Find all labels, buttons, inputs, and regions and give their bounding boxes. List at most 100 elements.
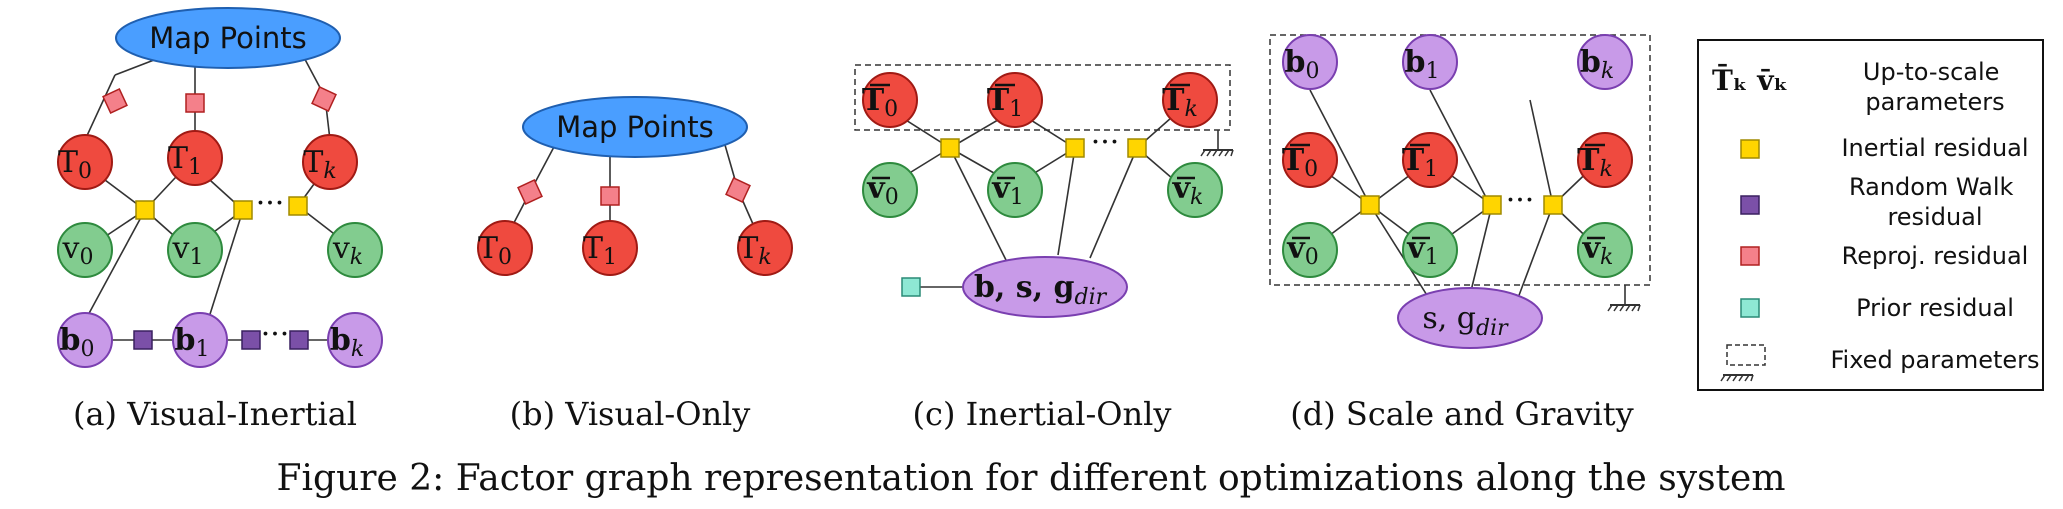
reproj-residual-factor: [517, 179, 543, 205]
legend-up-to-scale-label: Up-to-scale parameters: [1863, 58, 2007, 116]
bias-node-bk-label: bk: [1580, 45, 1614, 84]
pose-node-T1-label: T1: [168, 141, 202, 180]
fixed-ground-symbol: [1607, 304, 1641, 312]
pose-node-Tk-label: Tk: [738, 231, 771, 270]
pose-node-T0-label: T0: [478, 231, 512, 270]
velocity-node-v1-label: v1: [991, 171, 1023, 210]
pose-node-T0-fixed: [862, 72, 918, 128]
bias-node-b0: [57, 312, 113, 368]
pose-node-Tk-label: Tk: [1162, 83, 1198, 122]
pose-node-T1: [582, 220, 638, 276]
legend: T̄ₖ v̄ₖ Up-to-scale parameters Inertial …: [1697, 39, 2044, 391]
bias-node-bk: [1577, 34, 1633, 90]
pose-node-Tk: [737, 220, 793, 276]
legend-prior-label: Prior residual: [1856, 294, 2014, 322]
velocity-node-v0: [1282, 222, 1338, 278]
panel-b-visual-only: Map Points T0 T1 Tk (b) Visual-Only: [477, 96, 793, 433]
legend-prior-swatch: [1740, 298, 1760, 318]
pose-node-T0-label: T0: [862, 83, 898, 122]
legend-fixed-label: Fixed parameters: [1830, 346, 2039, 374]
legend-random-walk-swatch: [1740, 195, 1760, 215]
inertial-residual-factor: [1482, 195, 1502, 215]
pose-node-T1-fixed: [987, 72, 1043, 128]
panel-c-caption: (c) Inertial-Only: [913, 395, 1172, 433]
legend-up-to-scale-symbols: T̄ₖ v̄ₖ: [1712, 63, 1788, 97]
prior-residual-factor: [901, 277, 921, 297]
pose-node-T0: [57, 134, 113, 190]
legend-reproj-label: Reproj. residual: [1842, 242, 2029, 270]
velocity-node-v1: [1402, 222, 1458, 278]
bias-node-b0: [1282, 34, 1338, 90]
velocity-node-v0-label: v0: [1286, 231, 1318, 270]
pose-node-Tk: [302, 134, 358, 190]
bias-node-b1: [172, 312, 228, 368]
random-walk-residual-factor: [241, 330, 261, 350]
reproj-residual-factor: [311, 86, 337, 112]
inertial-residual-factor: [940, 138, 960, 158]
inertial-residual-factor: [288, 196, 308, 216]
pose-node-T0-label: T0: [58, 145, 92, 184]
velocity-node-v0: [57, 222, 113, 278]
velocity-node-vk-label: vk: [1172, 171, 1204, 210]
map-points-label: Map Points: [556, 110, 714, 144]
bias-node-b1-label: b1: [175, 323, 210, 362]
panel-d-caption: (d) Scale and Gravity: [1290, 395, 1633, 433]
map-points-node: [522, 96, 748, 158]
velocity-node-vk: [327, 222, 383, 278]
map-points-label: Map Points: [149, 21, 307, 55]
legend-fixed-swatch: [1726, 344, 1766, 366]
ellipsis: ···: [261, 317, 290, 352]
pose-node-Tk-label: Tk: [303, 145, 336, 184]
velocity-node-vk-label: vk: [1582, 231, 1614, 270]
legend-inertial-swatch: [1740, 139, 1760, 159]
ellipsis: ···: [1506, 183, 1535, 218]
legend-random-walk-label: Random Walk residual: [1849, 173, 2021, 231]
legend-inertial-label: Inertial residual: [1841, 134, 2028, 162]
velocity-node-vk: [1577, 222, 1633, 278]
velocity-node-v1: [987, 162, 1043, 218]
velocity-node-v1: [167, 222, 223, 278]
bias-node-b0-label: b0: [1285, 45, 1320, 84]
velocity-node-v1-label: v1: [1406, 231, 1438, 270]
map-points-node: [115, 7, 341, 69]
ellipsis: ···: [1091, 125, 1120, 160]
figure-caption: Figure 2: Factor graph representation fo…: [277, 458, 1786, 499]
pose-node-Tk-fixed: [1162, 72, 1218, 128]
velocity-node-vk-label: vk: [332, 231, 363, 270]
inertial-residual-factor: [1127, 138, 1147, 158]
inertial-residual-factor: [1543, 195, 1563, 215]
scale-gravity-label: s, gdir: [1422, 301, 1509, 341]
velocity-node-vk: [1167, 162, 1223, 218]
bias-node-bk-label: bk: [330, 323, 364, 362]
velocity-node-v0-label: v0: [866, 171, 898, 210]
panel-d-scale-gravity: b0 b1 bk T0 T1 Tk ··· v0 v1 vk s, g: [1269, 34, 1651, 433]
legend-box: [1697, 39, 2044, 391]
inertial-residual-factor: [135, 200, 155, 220]
pose-node-T0: [1282, 132, 1338, 188]
velocity-node-v0: [862, 162, 918, 218]
pose-node-T1: [1402, 132, 1458, 188]
pose-node-T1-label: T1: [583, 231, 617, 270]
panel-a-visual-inertial: Map Points T0 T1 Tk ··· v0 v1 vk b0 b1 b…: [57, 7, 383, 433]
scale-gravity-node: [1397, 287, 1543, 349]
bias-node-b1-label: b1: [1405, 45, 1440, 84]
reproj-residual-factor: [185, 93, 205, 113]
pose-node-T0-label: T0: [1282, 143, 1318, 182]
fixed-parameters-box: [1269, 34, 1651, 286]
bias-scale-gravity-node: [962, 256, 1128, 318]
pose-node-T1-label: T1: [1402, 143, 1438, 182]
pose-node-Tk-label: Tk: [1577, 143, 1613, 182]
bias-node-bk: [327, 312, 383, 368]
panel-c-inertial-only: T0 T1 Tk ··· v0 v1 vk b, s, gdir (c) Ine…: [854, 64, 1234, 433]
panel-a-caption: (a) Visual-Inertial: [73, 395, 357, 433]
bias-scale-gravity-label: b, s, gdir: [974, 270, 1108, 310]
bias-node-b1: [1402, 34, 1458, 90]
random-walk-residual-factor: [289, 330, 309, 350]
pose-node-T1: [167, 130, 223, 186]
pose-node-Tk: [1577, 132, 1633, 188]
inertial-residual-factor: [1065, 138, 1085, 158]
reproj-residual-factor: [102, 88, 128, 114]
random-walk-residual-factor: [133, 330, 153, 350]
velocity-node-v1-label: v1: [172, 231, 204, 270]
